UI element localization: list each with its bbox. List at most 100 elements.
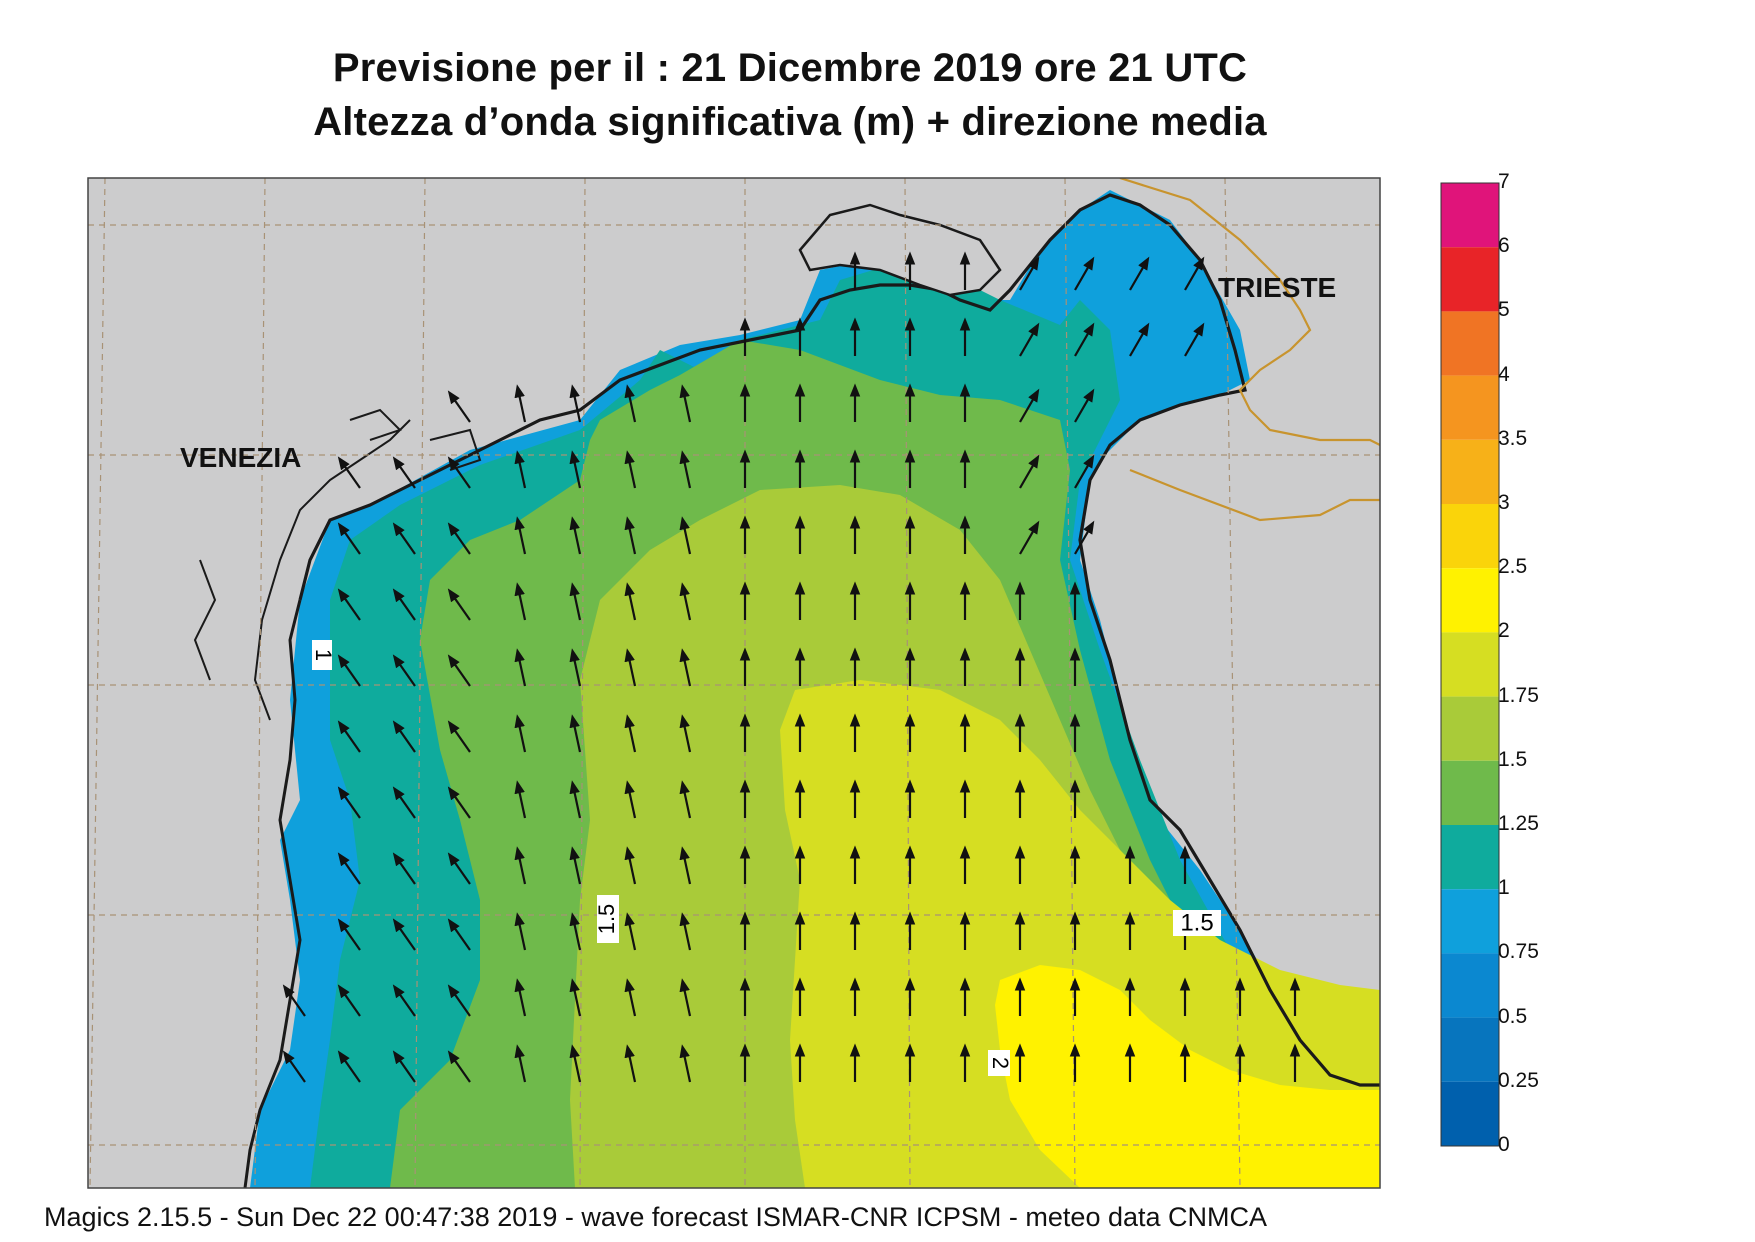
wave-direction-arrow (447, 456, 471, 489)
wave-direction-arrow (1129, 322, 1150, 357)
wave-direction-arrow (447, 522, 471, 555)
legend-swatch (1441, 1017, 1499, 1082)
wave-direction-arrow (337, 1050, 361, 1083)
direction-arrows (282, 251, 1301, 1083)
legend-swatch (1441, 632, 1499, 697)
wave-direction-arrow (337, 654, 361, 687)
wave-direction-arrow (679, 516, 692, 555)
map-title: Previsione per il : 21 Dicembre 2019 ore… (332, 46, 1248, 90)
wave-direction-arrow (337, 786, 361, 819)
wave-direction-arrow (679, 582, 692, 621)
svg-text:1.5: 1.5 (594, 904, 619, 935)
wave-direction-arrow (392, 522, 416, 555)
svg-text:1: 1 (311, 649, 336, 661)
wave-direction-arrow (1074, 454, 1095, 489)
legend-label: 1 (1498, 876, 1510, 900)
legend-label: 2 (1498, 619, 1510, 643)
contour-label-1: 1 (311, 640, 336, 670)
wave-direction-arrow (392, 852, 416, 885)
legend-label: 0.5 (1498, 1004, 1528, 1028)
wave-direction-arrow (569, 846, 582, 885)
wave-direction-arrow (679, 912, 692, 951)
wave-direction-arrow (624, 780, 637, 819)
wave-direction-arrow (514, 846, 527, 885)
wave-direction-arrow (337, 588, 361, 621)
legend-label: 3 (1498, 491, 1510, 514)
wave-direction-arrow (624, 714, 637, 753)
legend-label: 0 (1498, 1133, 1510, 1156)
wave-direction-arrow (447, 786, 471, 819)
wave-direction-arrow (624, 912, 637, 951)
wave-direction-arrow (679, 450, 692, 489)
legend-label: 1.25 (1498, 812, 1539, 835)
wave-direction-arrow (679, 846, 692, 885)
legend-swatch (1441, 183, 1499, 248)
wave-direction-arrow (1019, 520, 1040, 555)
wave-direction-arrow (447, 588, 471, 621)
contour-label-1-5-east: 1.5 (1173, 909, 1221, 936)
wave-direction-arrow (392, 654, 416, 687)
border-line (1119, 178, 1380, 522)
wave-direction-arrow (392, 1050, 416, 1083)
legend-swatch (1441, 568, 1499, 633)
legend-swatch (1441, 825, 1499, 890)
wave-direction-arrow (282, 1050, 306, 1083)
sea-band-1-75 (780, 680, 1380, 1188)
color-legend (1440, 182, 1500, 1147)
wave-direction-arrow (514, 450, 527, 489)
wave-direction-arrow (514, 978, 527, 1017)
graticule (88, 178, 1380, 1188)
wave-direction-arrow (569, 912, 582, 951)
footer-credits: Magics 2.15.5 - Sun Dec 22 00:47:38 2019… (44, 1202, 1268, 1232)
legend-label: 1.75 (1498, 683, 1539, 707)
wave-direction-arrow (514, 780, 527, 819)
contour-label-1-5-west: 1.5 (594, 895, 619, 943)
wave-direction-arrow (337, 522, 361, 555)
wave-direction-arrow (679, 1044, 692, 1083)
wave-direction-arrow (514, 648, 527, 687)
legend-label: 0.25 (1498, 1068, 1539, 1092)
wave-direction-arrow (447, 984, 471, 1017)
wave-direction-arrow (569, 1044, 582, 1083)
wave-direction-arrow (569, 450, 582, 489)
wave-direction-arrow (569, 648, 582, 687)
wave-direction-arrow (679, 780, 692, 819)
wave-direction-arrow (624, 648, 637, 687)
legend-swatch (1441, 696, 1499, 761)
legend-swatch (1441, 439, 1499, 504)
legend-label: 3.5 (1498, 426, 1528, 450)
wave-direction-arrow (337, 456, 361, 489)
legend-label: 1.5 (1498, 747, 1528, 771)
wave-direction-arrow (624, 846, 637, 885)
wave-direction-arrow (337, 984, 361, 1017)
wave-direction-arrow (514, 714, 527, 753)
coastline (298, 193, 1380, 1087)
wave-direction-arrow (569, 780, 582, 819)
wave-direction-arrow (679, 384, 692, 423)
wave-direction-arrow (1019, 256, 1040, 291)
wave-direction-arrow (1074, 322, 1095, 357)
wave-direction-arrow (447, 1050, 471, 1083)
wave-direction-arrow (1019, 454, 1040, 489)
contour-label-2: 2 (988, 1050, 1013, 1076)
legend-swatch (1441, 375, 1499, 440)
northern-island (798, 203, 1002, 297)
wave-direction-arrow (679, 648, 692, 687)
wave-direction-arrow (569, 978, 582, 1017)
wave-direction-arrow (392, 720, 416, 753)
wave-direction-arrow (1019, 388, 1040, 423)
wave-direction-arrow (1184, 256, 1205, 291)
wave-direction-arrow (337, 852, 361, 885)
legend-label: 0.75 (1498, 940, 1539, 964)
wave-direction-arrow (1019, 322, 1040, 357)
legend-swatch (1441, 889, 1499, 954)
wave-direction-arrow (447, 654, 471, 687)
wave-direction-arrow (337, 720, 361, 753)
legend-swatch (1441, 1081, 1499, 1146)
wave-direction-arrow (624, 582, 637, 621)
wave-direction-arrow (1074, 256, 1095, 291)
wave-direction-arrow (282, 984, 306, 1017)
wave-direction-arrow (569, 384, 582, 423)
legend-label: 5 (1498, 298, 1510, 322)
